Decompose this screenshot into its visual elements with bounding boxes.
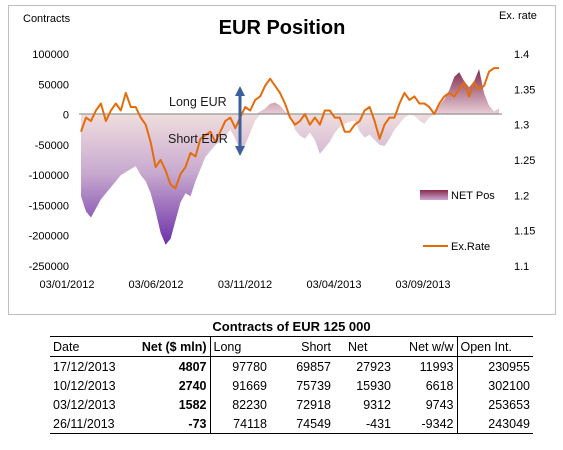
cell-date: 17/12/2013 (53, 359, 116, 374)
x-tick-label: 03/11/2012 (218, 279, 272, 291)
cell-short: 74549 (270, 414, 334, 434)
x-axis: 03/01/2012 03/06/2012 03/11/2012 03/04/2013… (39, 279, 450, 291)
table-header-row: Date Net ($ mln) Long Short Net Net w/w … (50, 336, 533, 357)
left-axis-unit-label: Contracts (23, 13, 71, 25)
legend-net-swatch (420, 190, 448, 200)
table-title: Contracts of EUR 125 000 (212, 319, 371, 334)
contracts-table-block: Contracts of EUR 125 000 Date Net ($ mln… (50, 318, 533, 434)
cell-short: 69857 (296, 359, 331, 374)
left-tick-label: -50000 (35, 140, 69, 152)
cell-short: 75739 (296, 378, 331, 393)
cell-date: 26/11/2013 (50, 414, 132, 434)
long-eur-annotation: Long EUR (169, 95, 227, 109)
cell-long: 82230 (232, 397, 267, 412)
right-tick-label: 1.4 (514, 49, 529, 61)
cell-open-int: 253653 (488, 397, 530, 412)
cell-net-usd: 1582 (132, 395, 211, 414)
legend-net-label: NET Pos (451, 190, 495, 202)
long-short-arrow (235, 86, 245, 156)
cell-net-ww: 9743 (394, 395, 458, 414)
left-tick-label: -100000 (29, 170, 69, 182)
right-tick-label: 1.35 (514, 84, 535, 96)
left-tick-label: -200000 (29, 231, 69, 243)
left-tick-label: 0 (63, 110, 69, 122)
cell-net: 9312 (363, 397, 391, 412)
cell-net: 27923 (356, 359, 391, 374)
cell-open-int: 302100 (488, 378, 530, 393)
legend-rate-label: Ex.Rate (451, 241, 490, 253)
header-net: Net (334, 336, 394, 357)
table-row: 17/12/2013 4807 97780 69857 27923 11993 230955 (50, 356, 533, 376)
contracts-table: Date Net ($ mln) Long Short Net Net w/w … (50, 336, 533, 434)
cell-short: 72918 (296, 397, 331, 412)
x-tick-label: 03/01/2012 (39, 279, 94, 291)
right-tick-label: 1.3 (514, 120, 529, 132)
exchange-rate-line (80, 67, 499, 190)
cell-net-usd: 4807 (132, 356, 211, 376)
cell-net-ww: 6618 (394, 376, 458, 395)
right-tick-label: 1.1 (514, 261, 529, 273)
chart-title: EUR Position (219, 17, 346, 39)
cell-open-int: 243049 (457, 414, 533, 434)
cell-net: 15930 (356, 378, 391, 393)
table-row: 26/11/2013 -73 74118 74549 -431 -9342 243049 (50, 414, 533, 434)
left-tick-label: 100000 (32, 49, 69, 61)
left-tick-label: -150000 (29, 200, 69, 212)
cell-net-ww: 11993 (394, 356, 458, 376)
cell-net-usd: 2740 (132, 376, 211, 395)
header-short: Short (270, 336, 334, 357)
left-axis: 100000 50000 0 -50000 -100000 -150000 -200000 -… (29, 49, 69, 273)
cell-net-usd: -73 (132, 414, 211, 434)
cell-long: 97780 (232, 359, 267, 374)
net-position-area-short (81, 114, 499, 245)
cell-date: 10/12/2013 (53, 378, 116, 393)
cell-net-ww: -9342 (394, 414, 458, 434)
cell-open-int: 230955 (488, 359, 530, 374)
x-tick-label: 03/09/2013 (395, 279, 450, 291)
header-open-int: Open Int. (457, 336, 533, 357)
cell-net: -431 (334, 414, 394, 434)
cell-long: 74118 (210, 414, 270, 434)
x-tick-label: 03/06/2012 (128, 279, 183, 291)
header-net-ww: Net w/w (394, 336, 458, 357)
right-axis-unit-label: Ex. rate (499, 10, 537, 22)
header-date: Date (50, 336, 132, 357)
right-tick-label: 1.15 (514, 226, 535, 238)
chart-frame: EUR Position Contracts Ex. rate 100000 50… (8, 5, 556, 315)
short-eur-annotation: Short EUR (168, 132, 228, 146)
header-long: Long (210, 336, 270, 357)
legend: NET Pos Ex.Rate (420, 190, 495, 253)
left-tick-label: -250000 (29, 261, 69, 273)
x-tick-label: 03/04/2013 (306, 279, 361, 291)
header-net-usd: Net ($ mln) (132, 336, 211, 357)
cell-date: 03/12/2013 (53, 397, 116, 412)
eur-position-chart: EUR Position Contracts Ex. rate 100000 50… (23, 10, 537, 291)
table-row: 10/12/2013 2740 91669 75739 15930 6618 302100 (50, 376, 533, 395)
right-tick-label: 1.2 (514, 190, 529, 202)
right-tick-label: 1.25 (514, 155, 535, 167)
net-position-area-long (81, 69, 499, 115)
table-row: 03/12/2013 1582 82230 72918 9312 9743 253653 (50, 395, 533, 414)
right-axis: 1.4 1.35 1.3 1.25 1.2 1.15 1.1 (514, 49, 535, 273)
left-tick-label: 50000 (38, 79, 69, 91)
cell-long: 91669 (232, 378, 267, 393)
